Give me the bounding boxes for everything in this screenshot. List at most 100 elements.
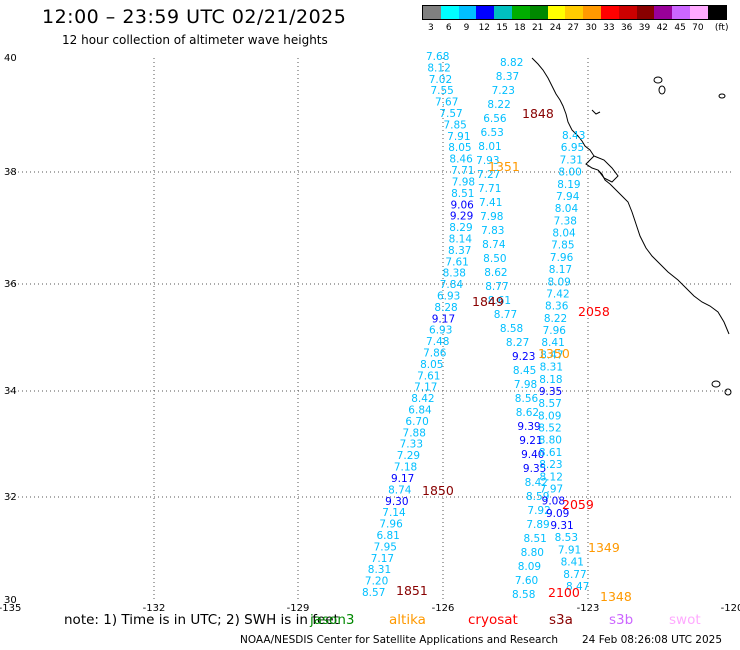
wave-height-value: 8.58: [512, 589, 535, 601]
wave-height-value: 8.80: [539, 435, 562, 447]
legend-swatch: [600, 6, 619, 19]
wave-height-value: 8.42: [525, 477, 548, 489]
wave-height-value: 8.01: [478, 141, 501, 153]
wave-height-value: 9.35: [539, 386, 562, 398]
legend-label: 21: [531, 23, 544, 33]
pass-time-label: 1848: [522, 106, 554, 121]
satellite-label-s3a: s3a: [549, 612, 573, 628]
satellite-label-jason3: jason3: [310, 612, 355, 628]
lat-tick-label: 38: [4, 167, 17, 178]
wave-height-value: 9.29: [450, 211, 473, 223]
wave-height-value: 7.55: [430, 85, 453, 97]
wave-height-value: 9.08: [542, 496, 565, 508]
wave-height-value: 8.41: [561, 557, 584, 569]
wave-height-value: 7.88: [403, 427, 426, 439]
wave-height-value: 7.61: [445, 256, 468, 268]
wave-height-value: 7.57: [439, 108, 462, 120]
legend-swatch: [654, 6, 673, 19]
legend-label: 45: [674, 23, 686, 33]
page-subtitle: 12 hour collection of altimeter wave hei…: [62, 33, 328, 47]
footer-timestamp: 24 Feb 08:26:08 UTC 2025: [582, 634, 722, 646]
wave-height-value: 8.29: [449, 222, 472, 234]
legend-label: 9: [463, 23, 470, 33]
footer-credit: NOAA/NESDIS Center for Satellite Applica…: [240, 634, 558, 646]
wave-height-value: 7.29: [397, 450, 420, 462]
wave-height-value: 7.98: [452, 176, 475, 188]
wave-height-value: 8.04: [552, 228, 576, 240]
wave-height-value: 7.02: [429, 74, 452, 86]
wave-height-value: 8.22: [487, 99, 510, 111]
wave-height-value: 8.18: [539, 374, 562, 386]
lake-outline: [658, 85, 666, 95]
wave-height-value: 7.94: [556, 191, 580, 203]
wave-height-value: 8.23: [539, 459, 562, 471]
wave-height-value: 7.98: [514, 379, 537, 391]
wave-height-value: 7.85: [443, 119, 466, 131]
wave-height-value: 7.42: [546, 288, 569, 300]
wave-height-value: 7.97: [540, 483, 563, 495]
wave-height-value: 6.81: [376, 530, 399, 542]
wave-height-value: 8.77: [563, 569, 586, 581]
wave-height-value: 7.61: [417, 370, 440, 382]
lat-tick-label: 34: [4, 386, 17, 397]
wave-height-value: 8.36: [545, 301, 569, 313]
legend-swatch: [529, 6, 548, 19]
wave-height-value: 9.09: [546, 508, 569, 520]
legend-label: 12: [478, 23, 491, 33]
legend-swatch: [458, 6, 477, 19]
legend-label: 70: [692, 23, 704, 33]
wave-height-value: 8.61: [488, 295, 511, 307]
wave-height-value: 7.98: [480, 211, 503, 223]
wave-height-value: 7.48: [426, 336, 449, 348]
legend-label: (ft): [714, 23, 729, 33]
pass-time-label: 1351: [488, 159, 520, 174]
wave-height-value: 8.46: [449, 154, 473, 166]
legend-label: 30: [585, 23, 597, 33]
wave-height-value: 8.45: [513, 365, 536, 377]
lat-tick-label: 32: [4, 492, 17, 503]
wave-height-value: 7.89: [526, 519, 549, 531]
wave-height-value: 9.17: [432, 313, 455, 325]
wave-height-value: 8.62: [484, 267, 507, 279]
legend-label: 15: [496, 23, 508, 33]
legend-swatch: [565, 6, 584, 19]
wave-height-value: 7.96: [550, 252, 574, 264]
wave-height-value: 8.04: [555, 203, 579, 215]
wave-height-value: 7.83: [481, 225, 504, 237]
wave-height-value: 9.21: [519, 435, 542, 447]
wave-height-value: 8.19: [557, 179, 580, 191]
wave-height-value: 7.71: [478, 183, 501, 195]
wave-height-value: 6.84: [408, 405, 432, 417]
bay-outline: [593, 155, 619, 183]
legend-label: 33: [603, 23, 615, 33]
legend-swatch: [707, 6, 726, 19]
legend-label: 3: [428, 23, 434, 33]
wave-height-value: 7.33: [400, 439, 423, 451]
satellite-label-s3b: s3b: [609, 612, 634, 628]
legend-label: 18: [514, 23, 526, 33]
wave-height-value: 6.53: [480, 127, 503, 139]
wave-height-value: 8.51: [451, 188, 474, 200]
wave-height-value: 6.56: [483, 113, 507, 125]
wave-height-value: 8.57: [362, 587, 385, 599]
legend-swatch: [689, 6, 708, 19]
wave-height-value: 8.05: [420, 359, 443, 371]
lon-tick-label: -132: [143, 603, 166, 614]
wave-height-value: 6.95: [561, 142, 584, 154]
wave-height-value: 6.93: [429, 325, 452, 337]
wave-height-value: 7.91: [558, 544, 581, 556]
wave-height-value: 8.14: [449, 233, 473, 245]
wave-height-value: 7.96: [543, 325, 567, 337]
pass-time-labels: 1848 1351 1849 2058 1350 1850 2059 1349 1851 2100…: [396, 106, 632, 604]
color-scale-labels: 3 6 9 12 15 18 21 24 27 30 33 36 39 42 45 70 (ft): [422, 23, 729, 35]
track-west: 7.688.127.027.557.677.577.857.918.058.46…: [362, 51, 475, 599]
wave-height-value: 8.12: [540, 471, 563, 483]
wave-height-value: 8.74: [482, 239, 506, 251]
legend-label: 36: [620, 23, 633, 33]
pass-time-label: 1851: [396, 583, 428, 598]
wave-height-value: 9.40: [521, 449, 544, 461]
wave-height-value: 7.71: [451, 165, 474, 177]
coastline: [531, 57, 732, 396]
wave-height-value: 9.35: [523, 463, 546, 475]
